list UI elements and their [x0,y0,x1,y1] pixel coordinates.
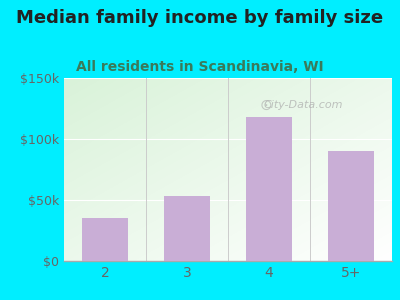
Text: Median family income by family size: Median family income by family size [16,9,384,27]
Bar [82,218,128,261]
Bar [164,196,210,261]
Bar [328,151,374,261]
Bar [246,117,292,261]
Text: City-Data.com: City-Data.com [264,100,343,110]
Text: ⊙: ⊙ [259,98,272,113]
Text: All residents in Scandinavia, WI: All residents in Scandinavia, WI [76,60,324,74]
